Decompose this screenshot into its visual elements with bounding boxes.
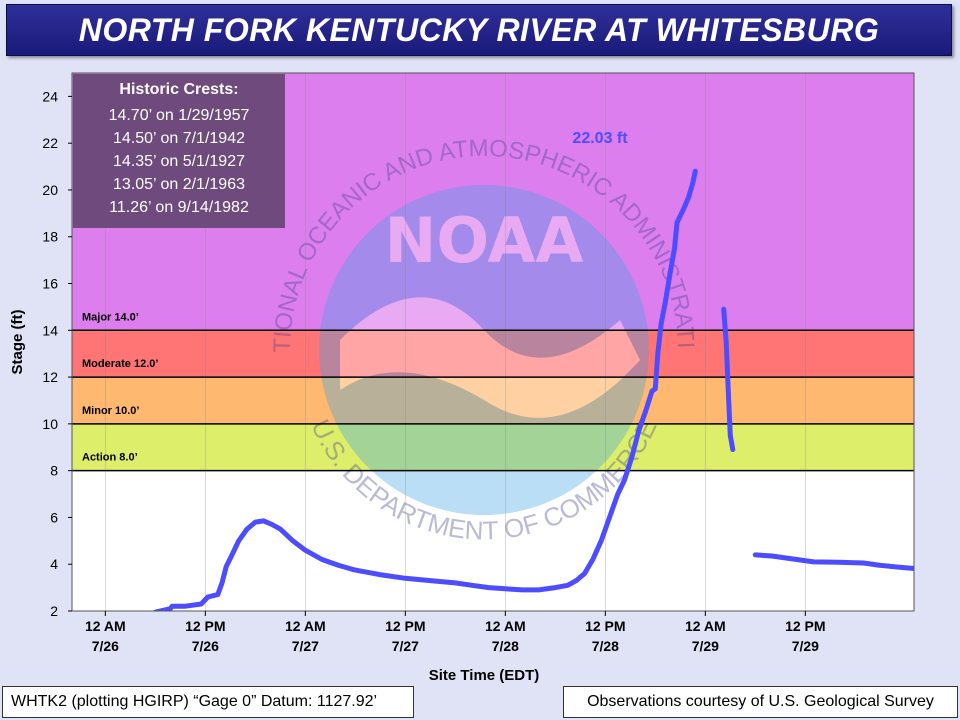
flood-category-label: Minor 10.0’ <box>82 405 139 417</box>
x-tick-label-time: 12 PM <box>585 618 625 634</box>
x-tick-label-time: 12 PM <box>785 618 825 634</box>
x-tick-label-time: 12 AM <box>485 618 526 634</box>
flood-category-label: Moderate 12.0’ <box>82 358 158 370</box>
x-tick-label-date: 7/27 <box>292 638 319 654</box>
x-tick-label-time: 12 AM <box>285 618 326 634</box>
flood-band <box>72 423 914 471</box>
stage-series-line <box>752 552 914 572</box>
flood-band <box>72 377 914 424</box>
historic-crest-item: 13.05’ on 2/1/1963 <box>113 176 245 193</box>
noaa-logo-bird <box>340 297 640 418</box>
flood-band <box>72 330 914 378</box>
y-axis-label: Stage (ft) <box>9 310 26 375</box>
x-tick-label-time: 12 PM <box>385 618 425 634</box>
y-tick-label: 8 <box>50 463 58 479</box>
crest-value-label: 22.03 ft <box>572 130 628 147</box>
x-tick-label-date: 7/26 <box>192 638 219 654</box>
y-tick-label: 14 <box>42 322 58 338</box>
x-tick-label-date: 7/28 <box>492 638 519 654</box>
x-tick-label-date: 7/28 <box>592 638 619 654</box>
flood-category-label: Action 8.0’ <box>82 452 138 464</box>
y-tick-label: 24 <box>42 88 58 104</box>
historic-crest-item: 14.70’ on 1/29/1957 <box>108 107 250 124</box>
chart-title: NORTH FORK KENTUCKY RIVER AT WHITESBURG <box>78 11 880 48</box>
historic-crest-item: 14.35’ on 5/1/1927 <box>113 153 245 170</box>
hydrograph-chart: NOAA NATIONAL OCEANIC AND ATMOSPHERIC AD… <box>0 0 915 684</box>
y-tick-label: 12 <box>42 369 58 385</box>
y-tick-label: 20 <box>42 182 58 198</box>
historic-crest-item: 14.50’ on 7/1/1942 <box>113 130 245 147</box>
datum-text: WHTK2 (plotting HGIRP) “Gage 0” Datum: 1… <box>11 693 378 710</box>
noaa-logo-text: NOAA <box>385 204 584 277</box>
datum-footer: WHTK2 (plotting HGIRP) “Gage 0” Datum: 1… <box>2 686 414 718</box>
source-footer: Observations courtesy of U.S. Geological… <box>563 686 958 718</box>
x-tick-label-date: 7/26 <box>92 638 119 654</box>
x-tick-label-time: 12 PM <box>185 618 225 634</box>
source-text: Observations courtesy of U.S. Geological… <box>587 693 934 710</box>
y-tick-label: 18 <box>42 229 58 245</box>
historic-crests-heading: Historic Crests: <box>119 81 239 98</box>
stage-series-line <box>721 306 736 453</box>
x-tick-label-date: 7/29 <box>692 638 719 654</box>
x-tick-label-time: 12 AM <box>85 618 126 634</box>
flood-category-label: Major 14.0’ <box>82 311 139 323</box>
y-tick-label: 6 <box>50 509 58 525</box>
y-tick-label: 16 <box>42 276 58 292</box>
x-tick-label-time: 12 AM <box>685 618 726 634</box>
y-tick-label: 2 <box>50 603 58 619</box>
x-axis-label: Site Time (EDT) <box>429 667 540 684</box>
y-tick-label: 10 <box>42 416 58 432</box>
title-banner: NORTH FORK KENTUCKY RIVER AT WHITESBURG <box>6 4 952 56</box>
plot-frame <box>71 72 915 612</box>
stage-series-line <box>153 168 698 611</box>
x-tick-label-date: 7/27 <box>392 638 419 654</box>
historic-crest-item: 11.26’ on 9/14/1982 <box>109 199 249 216</box>
x-tick-label-date: 7/29 <box>792 638 819 654</box>
y-tick-label: 4 <box>50 556 58 572</box>
y-tick-label: 22 <box>42 135 58 151</box>
historic-crests-box: Historic Crests: 14.70’ on 1/29/1957 14.… <box>73 74 285 228</box>
noaa-logo-circle <box>319 185 649 515</box>
